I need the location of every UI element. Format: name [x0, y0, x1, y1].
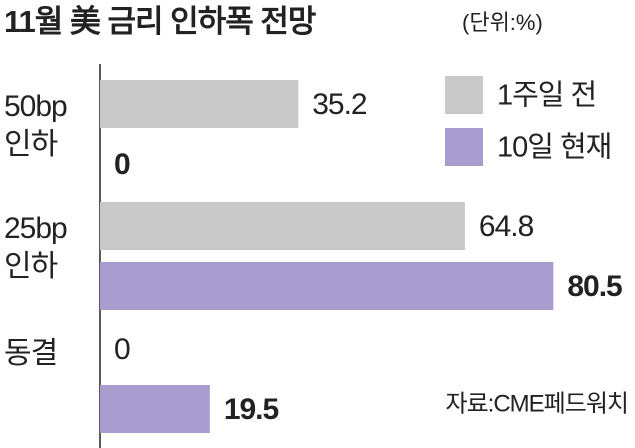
bar	[100, 262, 554, 310]
category-label: 50bp 인하	[4, 90, 68, 161]
value-label: 0	[114, 333, 130, 366]
unit-label: (단위:%)	[462, 10, 543, 35]
bar	[100, 385, 210, 433]
value-label: 19.5	[224, 393, 279, 426]
value-label: 35.2	[312, 88, 367, 121]
legend-swatch	[445, 128, 483, 166]
bar	[100, 80, 299, 128]
legend-label: 1주일 전	[497, 80, 596, 112]
category-label: 동결	[4, 337, 58, 370]
source: 자료:CME페드워치	[446, 390, 628, 417]
category-label: 25bp 인하	[4, 212, 68, 283]
value-label: 64.8	[479, 210, 534, 243]
legend-label: 10일 현재	[497, 132, 611, 164]
chart-title: 11월 美 금리 인하폭 전망	[4, 4, 316, 39]
value-label: 0	[114, 148, 130, 181]
value-label: 80.5	[567, 270, 622, 303]
bar	[100, 202, 465, 250]
legend-swatch	[445, 76, 483, 114]
